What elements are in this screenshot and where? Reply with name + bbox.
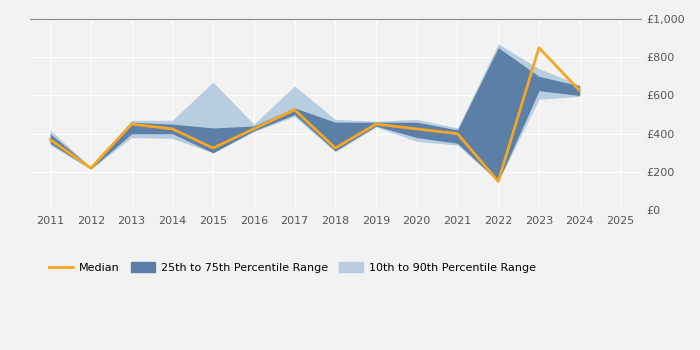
Legend: Median, 25th to 75th Percentile Range, 10th to 90th Percentile Range: Median, 25th to 75th Percentile Range, 1…	[45, 258, 540, 277]
